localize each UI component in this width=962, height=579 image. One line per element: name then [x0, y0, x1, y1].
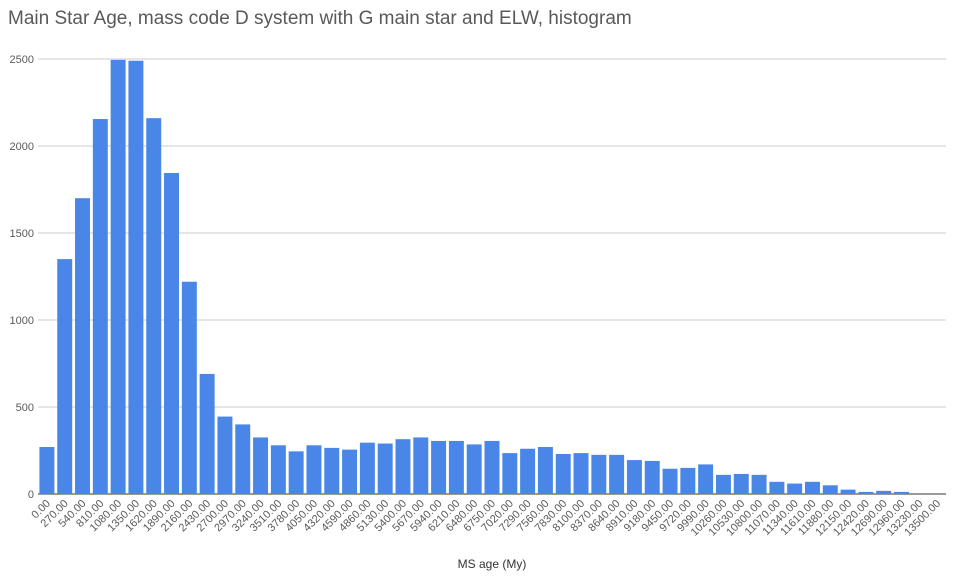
histogram-bar [75, 198, 90, 494]
histogram-bar [751, 474, 767, 494]
histogram-bar [520, 448, 536, 494]
histogram-bar [537, 447, 553, 494]
histogram-bar [359, 442, 375, 494]
histogram-bar [698, 464, 714, 494]
histogram-bar [484, 440, 500, 494]
y-axis-ticks: 0 500 1000 1500 2000 2500 [10, 54, 34, 501]
y-tick-label: 1000 [10, 315, 34, 327]
histogram-bar [413, 437, 429, 494]
x-axis-ticks: 0.00270.00540.00810.001080.001350.001620… [29, 498, 943, 539]
histogram-bar [894, 491, 909, 494]
histogram-bar [199, 373, 215, 494]
x-axis-title: MS age (My) [458, 557, 527, 571]
y-tick-label: 2000 [10, 141, 34, 153]
histogram-bar [876, 490, 892, 494]
histogram-bar [787, 483, 803, 494]
histogram-bar [840, 489, 856, 494]
histogram-bar [181, 281, 197, 494]
histogram-bar [342, 449, 358, 494]
histogram-bar [235, 424, 251, 494]
histogram-bar [662, 468, 678, 494]
histogram-bar [395, 439, 411, 494]
histogram-bar [626, 460, 642, 494]
histogram-bar [288, 451, 304, 494]
histogram-bar [324, 447, 340, 494]
histogram-bar [858, 491, 874, 494]
histogram-bar [609, 454, 625, 494]
y-tick-label: 1500 [10, 228, 34, 240]
histogram-bar [92, 119, 108, 494]
histogram-bar [555, 453, 571, 494]
histogram-bar [57, 259, 73, 494]
histogram-bar [110, 59, 126, 495]
histogram-bar [715, 474, 731, 494]
histogram-bar [822, 485, 838, 494]
histogram-bar [466, 444, 482, 494]
histogram-bar [39, 447, 55, 494]
y-tick-label: 500 [16, 402, 34, 414]
y-tick-label: 0 [28, 489, 34, 501]
y-tick-label: 2500 [10, 54, 34, 66]
histogram-bar [146, 118, 162, 494]
histogram-bar [431, 440, 447, 494]
histogram-bar [644, 460, 660, 494]
histogram-bar [502, 453, 518, 494]
histogram-bar [128, 60, 144, 495]
chart-title: Main Star Age, mass code D system with G… [8, 8, 632, 29]
histogram-bar [769, 481, 785, 494]
histogram-bar [164, 172, 180, 494]
histogram-bar [253, 437, 269, 494]
histogram-bar [306, 445, 322, 494]
histogram-bar [733, 473, 749, 494]
histogram-bar [377, 443, 393, 494]
histogram-bar [804, 481, 820, 494]
histogram-bar [448, 440, 464, 494]
histogram-bar [217, 416, 233, 494]
histogram-bar [591, 454, 607, 494]
histogram-bar [270, 445, 286, 494]
histogram-bar [680, 467, 696, 494]
histogram-bar [573, 453, 589, 494]
bars [39, 59, 909, 495]
